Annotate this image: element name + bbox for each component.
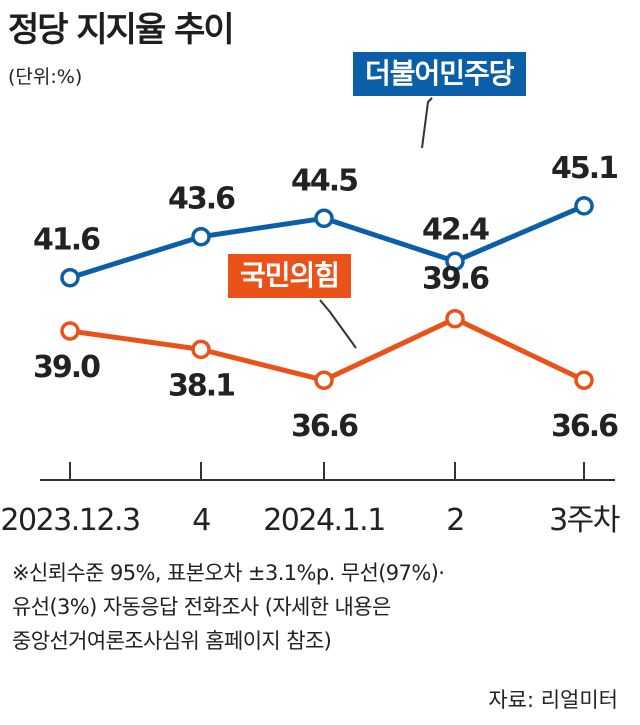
data-label: 39.0 bbox=[33, 350, 100, 385]
data-label: 45.1 bbox=[551, 151, 617, 186]
x-tick-label: 2 bbox=[446, 503, 464, 538]
data-label: 38.1 bbox=[168, 368, 234, 403]
legend-ppp: 국민의힘 bbox=[228, 254, 352, 298]
line-chart: 2023.12.3 4 2024.1.1 2 3주차 41.6 43.6 44.5 42.4 45… bbox=[0, 97, 621, 538]
footnote-line: 유선(3%) 자동응답 전화조사 (자세한 내용은 bbox=[12, 595, 391, 619]
footnote-line: ※신뢰수준 95%, 표본오차 ±3.1%p. 무선(97%)· bbox=[12, 561, 445, 585]
data-label: 42.4 bbox=[422, 212, 489, 247]
x-tick-label: 3주차 bbox=[549, 503, 620, 538]
data-label: 43.6 bbox=[168, 182, 235, 217]
data-label: 41.6 bbox=[33, 223, 100, 258]
data-point bbox=[574, 196, 594, 216]
data-point bbox=[574, 370, 594, 390]
data-point bbox=[445, 308, 465, 329]
data-label: 39.6 bbox=[422, 262, 489, 297]
data-point bbox=[60, 321, 80, 341]
legend-pointer-democratic bbox=[421, 97, 433, 149]
legend-democratic: 더불어민주당 bbox=[353, 52, 526, 96]
footnote-line: 중앙선거여론조사심위 홈페이지 참조) bbox=[12, 629, 332, 653]
footnote: ※신뢰수준 95%, 표본오차 ±3.1%p. 무선(97%)· 유선(3%) … bbox=[12, 556, 445, 658]
data-point bbox=[445, 251, 465, 272]
data-point bbox=[60, 267, 80, 288]
chart-title: 정당 지지율 추이 bbox=[8, 10, 235, 50]
legend-pointer-ppp bbox=[319, 299, 357, 349]
source-credit: 자료: 리얼미터 bbox=[488, 688, 618, 712]
x-tick-label: 2024.1.1 bbox=[263, 503, 385, 538]
unit-label: (단위:%) bbox=[8, 66, 83, 88]
x-tick-label: 2023.12.3 bbox=[0, 503, 139, 538]
data-point bbox=[191, 339, 211, 360]
data-label: 36.6 bbox=[291, 409, 358, 444]
data-point bbox=[191, 226, 211, 247]
data-point bbox=[314, 370, 334, 390]
x-tick-label: 4 bbox=[192, 503, 210, 538]
data-point bbox=[314, 208, 334, 229]
data-label: 44.5 bbox=[291, 163, 357, 198]
data-label: 36.6 bbox=[551, 409, 618, 444]
